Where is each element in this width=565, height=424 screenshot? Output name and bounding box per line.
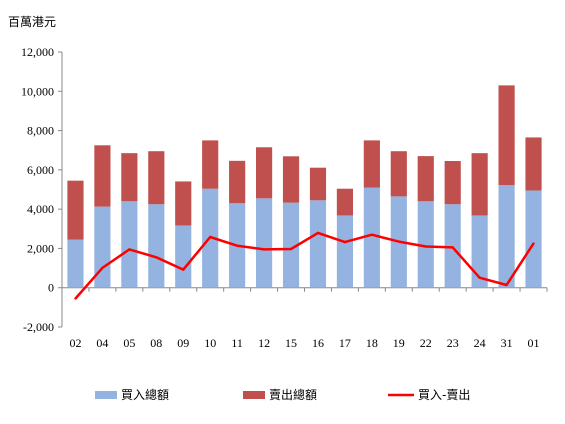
sell-bar xyxy=(336,188,353,216)
x-tick-label: 16 xyxy=(312,336,324,350)
unit-label: 百萬港元 xyxy=(8,15,56,29)
buy-bar xyxy=(67,239,84,288)
x-tick-label: 01 xyxy=(528,336,540,350)
bars xyxy=(67,85,542,288)
legend-net: 買入-賣出 xyxy=(388,387,470,402)
net-point xyxy=(289,247,293,251)
sell-bar xyxy=(363,140,380,188)
buy-bar xyxy=(121,201,138,288)
sell-bar xyxy=(256,147,273,199)
x-tick-label: 02 xyxy=(69,336,81,350)
x-tick-label: 10 xyxy=(204,336,216,350)
net-point xyxy=(370,233,374,236)
x-tick-label: 11 xyxy=(231,336,243,350)
legend-net-label: 買入-賣出 xyxy=(418,387,470,402)
sell-bar xyxy=(525,137,542,191)
buy-bar xyxy=(309,200,327,288)
sell-bar xyxy=(471,153,488,216)
buy-bar xyxy=(498,185,515,288)
sell-bar xyxy=(444,161,461,205)
y-axis: -2,000 0 2,000 4,000 6,000 8,000 10,000 12,000 xyxy=(21,45,63,334)
net-point xyxy=(235,244,239,247)
x-tick-label: 19 xyxy=(393,336,405,350)
sell-bar xyxy=(202,140,219,189)
y-tick-label: 0 xyxy=(48,281,54,295)
x-axis: 02 04 05 08 09 10 11 12 15 16 17 18 19 22 23 24 31 01 xyxy=(61,287,548,350)
net-point xyxy=(128,248,131,251)
x-tick-label: 23 xyxy=(447,336,459,350)
x-tick-label: 18 xyxy=(366,336,378,350)
buy-bar xyxy=(444,204,461,288)
buy-bar xyxy=(148,204,165,288)
net-point xyxy=(505,283,508,287)
x-tick-label: 09 xyxy=(177,336,189,350)
x-tick-label: 31 xyxy=(501,336,513,350)
x-tick-label: 05 xyxy=(123,336,135,350)
net-point xyxy=(478,276,481,279)
sell-bar xyxy=(175,181,192,226)
sell-bar xyxy=(498,85,515,186)
y-tick-label: 4,000 xyxy=(27,202,54,216)
legend-buy-label: 買入總額 xyxy=(121,387,169,402)
x-tick-label: 17 xyxy=(339,336,351,350)
sell-bar xyxy=(417,156,434,202)
sell-bar xyxy=(309,167,327,201)
sell-bar xyxy=(229,160,246,204)
net-point xyxy=(343,240,347,244)
net-point xyxy=(451,246,454,249)
net-point xyxy=(262,248,266,251)
x-tick-label: 04 xyxy=(96,336,108,350)
legend-buy-swatch xyxy=(95,391,117,399)
buy-bar xyxy=(336,215,353,288)
buy-bar xyxy=(471,215,488,288)
buy-bar xyxy=(256,198,273,288)
y-tick-label: 2,000 xyxy=(27,241,54,255)
buy-bar xyxy=(175,225,192,288)
net-point xyxy=(316,231,320,235)
buy-bar xyxy=(525,190,542,288)
sell-bar xyxy=(94,145,111,207)
net-line xyxy=(74,231,535,300)
legend-sell-label: 賣出總額 xyxy=(269,387,317,402)
legend-sell: 賣出總額 xyxy=(243,387,317,402)
legend-sell-swatch xyxy=(243,391,265,399)
net-point xyxy=(101,266,104,270)
legend: 買入總額 賣出總額 買入-賣出 xyxy=(95,387,470,402)
x-tick-label: 15 xyxy=(285,336,297,350)
sell-bar xyxy=(282,156,300,203)
net-point xyxy=(532,242,535,245)
y-tick-label: 6,000 xyxy=(27,163,54,177)
net-line-series xyxy=(74,231,535,300)
x-tick-label: 12 xyxy=(258,336,270,350)
net-point xyxy=(424,245,427,248)
buy-bar xyxy=(94,206,111,288)
net-point xyxy=(397,240,401,243)
x-tick-label: 24 xyxy=(474,336,486,350)
sell-bar xyxy=(390,151,407,197)
y-tick-label: -2,000 xyxy=(23,320,54,334)
buy-bar xyxy=(417,201,434,288)
net-point xyxy=(208,235,212,239)
y-tick-label: 8,000 xyxy=(27,124,54,138)
sell-bar xyxy=(121,153,138,202)
net-point xyxy=(74,297,77,300)
net-point xyxy=(155,256,158,259)
sell-bar xyxy=(148,151,165,205)
x-tick-label: 08 xyxy=(150,336,162,350)
buy-bar xyxy=(363,187,380,288)
x-tick-label: 22 xyxy=(420,336,432,350)
net-point xyxy=(182,268,185,271)
y-tick-label: 10,000 xyxy=(21,84,54,98)
sell-bar xyxy=(67,180,84,240)
y-tick-label: 12,000 xyxy=(21,45,54,59)
buy-bar xyxy=(282,202,300,288)
legend-buy: 買入總額 xyxy=(95,387,169,402)
